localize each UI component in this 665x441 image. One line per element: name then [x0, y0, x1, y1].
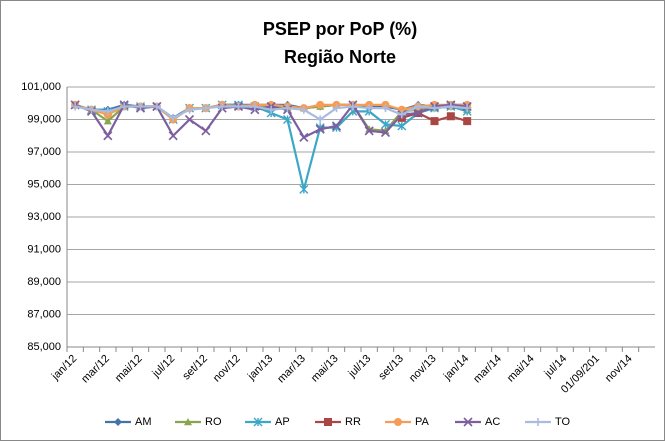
data-point: [446, 102, 455, 111]
data-point: [201, 126, 211, 136]
data-point: [168, 131, 178, 141]
data-point: [315, 124, 325, 134]
data-point: [234, 102, 243, 111]
y-tick-label: 89,000: [27, 276, 61, 288]
data-point: [299, 132, 309, 142]
data-point: [414, 102, 423, 111]
data-point: [299, 184, 309, 194]
legend-marker: [324, 418, 332, 426]
data-point: [120, 102, 129, 111]
data-point: [430, 104, 439, 113]
legend-label: AP: [275, 416, 290, 428]
legend-label: TO: [555, 416, 571, 428]
data-point: [413, 108, 423, 118]
data-point: [463, 104, 472, 113]
y-tick-label: 87,000: [27, 308, 61, 320]
y-tick-label: 99,000: [27, 113, 61, 125]
legend-marker: [534, 418, 542, 426]
data-point: [348, 102, 357, 111]
data-point: [331, 121, 342, 131]
data-point: [169, 113, 178, 122]
data-point: [380, 127, 391, 138]
legend-label: RR: [345, 416, 361, 428]
legend-marker: [253, 417, 263, 427]
legend-marker: [184, 418, 192, 426]
data-point: [397, 110, 406, 119]
data-point: [71, 102, 80, 111]
data-point: [267, 105, 276, 114]
legend-label: AC: [485, 416, 500, 428]
data-point: [136, 102, 145, 111]
data-point: [87, 105, 96, 114]
data-point: [103, 131, 113, 141]
data-point: [365, 104, 374, 113]
data-point: [184, 114, 195, 125]
data-point: [381, 104, 390, 113]
y-tick-label: 93,000: [27, 211, 61, 223]
data-point: [152, 102, 161, 111]
data-point: [446, 112, 455, 121]
data-point: [103, 107, 112, 116]
data-point: [332, 104, 341, 113]
legend-marker: [463, 417, 473, 427]
data-point: [283, 104, 292, 113]
data-point: [364, 126, 374, 136]
y-tick-label: 85,000: [27, 341, 61, 353]
y-tick-label: 95,000: [27, 178, 61, 190]
legend-label: PA: [415, 416, 430, 428]
data-point: [381, 119, 390, 129]
data-point: [283, 115, 292, 124]
data-point: [103, 117, 112, 125]
legend-label: RO: [205, 416, 222, 428]
data-point: [316, 100, 325, 109]
data-point: [397, 121, 407, 131]
legend-marker: [394, 418, 402, 426]
data-point: [201, 104, 210, 113]
chart-subtitle: Região Norte: [284, 47, 396, 67]
legend-marker: [114, 418, 122, 426]
y-tick-label: 101,000: [21, 81, 61, 93]
chart-title: PSEP por PoP (%): [263, 19, 417, 39]
data-point: [185, 105, 194, 114]
data-point: [430, 117, 439, 126]
data-point: [316, 115, 325, 124]
data-point: [463, 117, 472, 126]
y-tick-label: 97,000: [27, 146, 61, 158]
legend-label: AM: [135, 416, 152, 428]
data-point: [218, 102, 227, 111]
y-tick-label: 91,000: [27, 243, 61, 255]
data-point: [250, 102, 259, 111]
data-point: [299, 105, 308, 114]
